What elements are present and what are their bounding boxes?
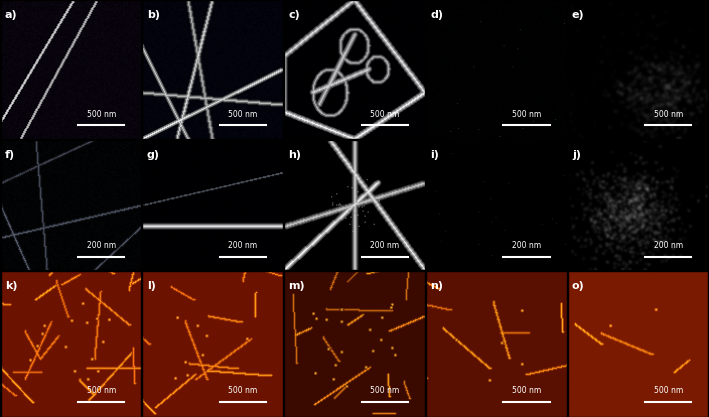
Text: 500 nm: 500 nm: [86, 386, 116, 395]
Text: b): b): [147, 10, 160, 20]
Text: 500 nm: 500 nm: [370, 386, 399, 395]
Text: 500 nm: 500 nm: [512, 110, 541, 118]
Text: 200 nm: 200 nm: [370, 241, 399, 250]
Text: l): l): [147, 281, 155, 291]
Text: n): n): [430, 281, 443, 291]
Text: 500 nm: 500 nm: [86, 110, 116, 118]
Text: i): i): [430, 150, 439, 160]
Text: 200 nm: 200 nm: [86, 241, 116, 250]
Text: d): d): [430, 10, 443, 20]
Text: 500 nm: 500 nm: [228, 110, 257, 118]
Text: 200 nm: 200 nm: [228, 241, 257, 250]
Text: a): a): [5, 10, 18, 20]
Text: m): m): [289, 281, 305, 291]
Text: k): k): [5, 281, 18, 291]
Text: j): j): [572, 150, 581, 160]
Text: 500 nm: 500 nm: [654, 110, 683, 118]
Text: 500 nm: 500 nm: [512, 386, 541, 395]
Text: 500 nm: 500 nm: [228, 386, 257, 395]
Text: 500 nm: 500 nm: [654, 386, 683, 395]
Text: 200 nm: 200 nm: [512, 241, 541, 250]
Text: c): c): [289, 10, 300, 20]
Text: g): g): [147, 150, 160, 160]
Text: 200 nm: 200 nm: [654, 241, 683, 250]
Text: f): f): [5, 150, 15, 160]
Text: e): e): [572, 10, 584, 20]
Text: o): o): [572, 281, 585, 291]
Text: 500 nm: 500 nm: [370, 110, 399, 118]
Text: h): h): [289, 150, 301, 160]
